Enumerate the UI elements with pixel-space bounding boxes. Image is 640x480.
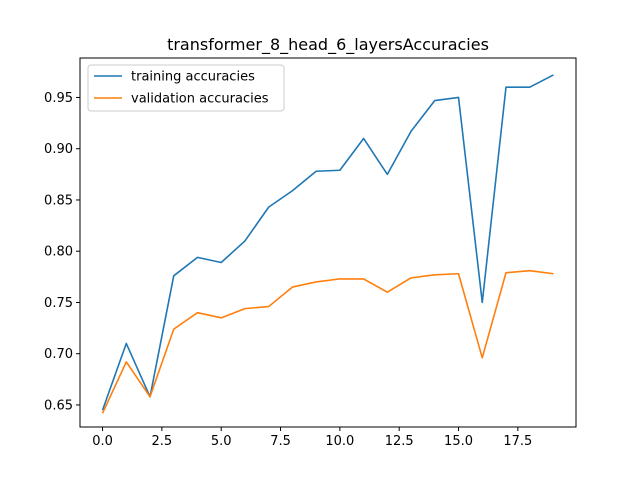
y-tick-label: 0.70 xyxy=(44,347,73,362)
series-group xyxy=(101,74,554,414)
y-tick-label: 0.65 xyxy=(44,398,73,413)
x-axis: 0.0 2.5 5.0 7.5 10.0 12.5 15.0 17.5 xyxy=(92,427,532,449)
y-tick-label: 0.75 xyxy=(44,296,73,311)
y-tick-label: 0.90 xyxy=(44,142,73,157)
plot-area xyxy=(79,57,577,428)
legend-box xyxy=(87,64,285,112)
legend-label: training accuracies xyxy=(131,70,255,85)
x-tick-label: 5.0 xyxy=(211,434,232,449)
legend-label: validation accuracies xyxy=(131,92,269,107)
y-tick-label: 0.80 xyxy=(44,245,73,260)
x-tick-label: 7.5 xyxy=(270,434,291,449)
y-axis: 0.65 0.70 0.75 0.80 0.85 0.90 0.95 xyxy=(44,91,80,413)
x-tick-label: 0.0 xyxy=(92,434,113,449)
y-tick-label: 0.85 xyxy=(44,193,73,208)
x-tick-label: 17.5 xyxy=(503,434,532,449)
legend: training accuracies validation accuracies xyxy=(87,64,285,112)
chart-title: transformer_8_head_6_layersAccuracies xyxy=(167,35,489,55)
series-line-validation xyxy=(101,269,554,414)
x-tick-label: 15.0 xyxy=(444,434,473,449)
y-tick-label: 0.95 xyxy=(44,91,73,106)
x-tick-label: 2.5 xyxy=(152,434,173,449)
x-tick-label: 10.0 xyxy=(325,434,354,449)
x-tick-label: 12.5 xyxy=(385,434,414,449)
series-line-training xyxy=(101,74,554,411)
